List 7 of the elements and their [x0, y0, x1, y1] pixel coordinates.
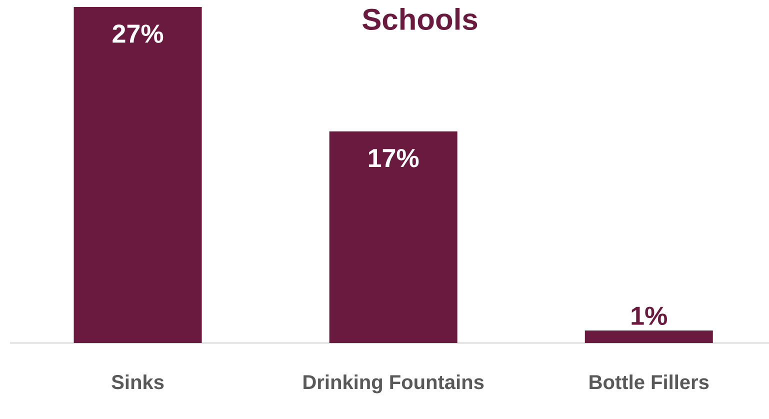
- data-label: 17%: [368, 148, 419, 168]
- data-label: 27%: [112, 24, 164, 43]
- chart-title: Schools: [362, 8, 478, 30]
- x-tick-label: Drinking Fountains: [304, 374, 484, 394]
- data-label: 1%: [632, 306, 667, 326]
- x-tick-label: Sinks: [112, 374, 164, 390]
- x-tick-label: Bottle Fillers: [590, 374, 709, 390]
